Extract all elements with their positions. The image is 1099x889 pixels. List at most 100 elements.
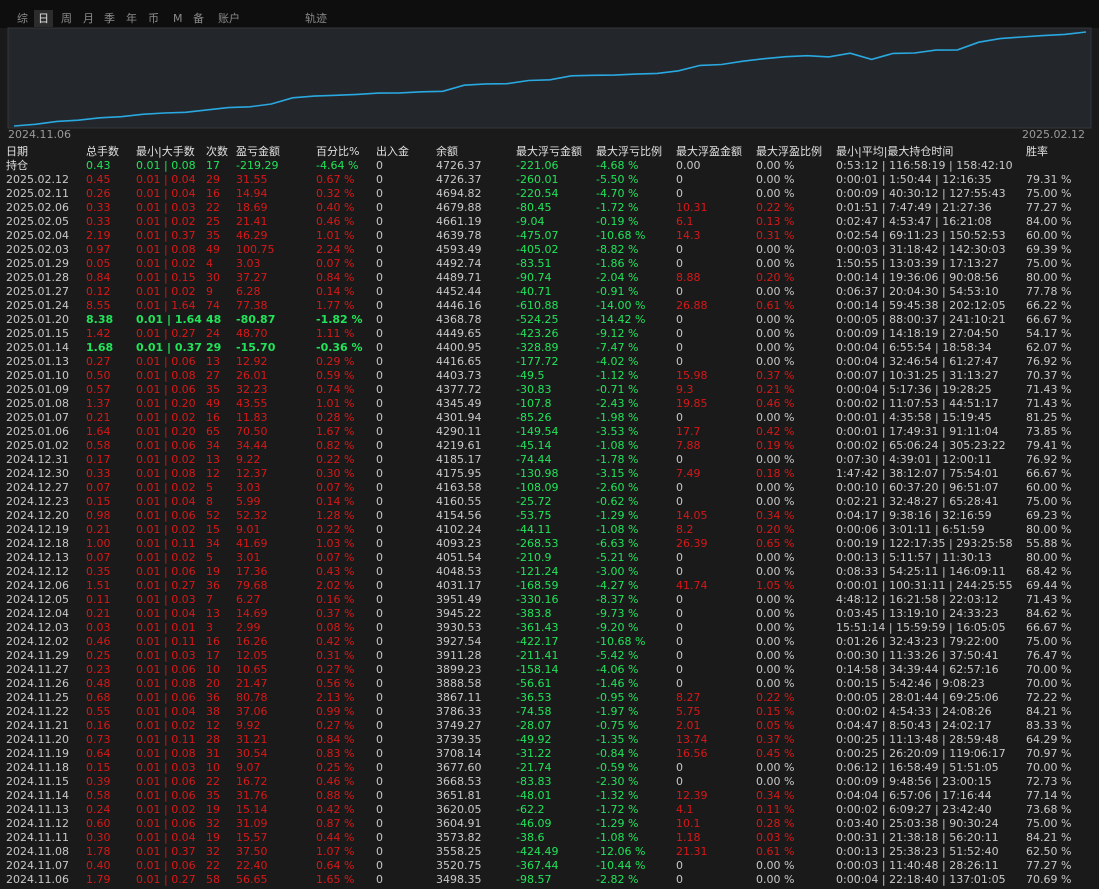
table-cell: 0 bbox=[376, 341, 383, 354]
table-cell: 56.65 bbox=[236, 873, 268, 886]
table-cell: 2025.01.09 bbox=[6, 383, 69, 396]
table-cell: 0.00 % bbox=[756, 495, 794, 508]
column-header: 最大浮亏金额 bbox=[516, 144, 582, 158]
table-cell: 75.00 % bbox=[1026, 257, 1071, 270]
table-cell: 3498.35 bbox=[436, 873, 482, 886]
table-cell: 9.3 bbox=[676, 383, 694, 396]
tab[interactable]: 年 bbox=[126, 11, 137, 25]
table-cell: -2.43 % bbox=[596, 397, 638, 410]
table-cell: -424.49 bbox=[516, 845, 558, 858]
table-cell: 0.01 | 0.06 bbox=[136, 383, 196, 396]
table-cell: -12.06 % bbox=[596, 845, 645, 858]
table-cell: 0.00 % bbox=[756, 551, 794, 564]
table-cell: 0 bbox=[676, 355, 683, 368]
tab[interactable]: 综 bbox=[17, 11, 28, 25]
table-cell: 0:00:01 | 100:31:11 | 244:25:55 bbox=[836, 579, 1013, 592]
table-cell: 0 bbox=[376, 761, 383, 774]
tab[interactable]: 币 bbox=[148, 12, 159, 25]
table-cell: 0 bbox=[376, 705, 383, 718]
column-header: 最小|大手数 bbox=[136, 144, 195, 158]
table-cell: 0.99 % bbox=[316, 705, 354, 718]
table-cell: 3749.27 bbox=[436, 719, 482, 732]
table-cell: 0.33 bbox=[86, 467, 111, 480]
table-cell: 70.69 % bbox=[1026, 873, 1071, 886]
table-cell: 0.64 bbox=[86, 747, 111, 760]
table-cell: 0 bbox=[676, 313, 683, 326]
table-cell: 0.42 % bbox=[756, 425, 794, 438]
table-cell: 0.67 % bbox=[316, 173, 354, 186]
table-cell: -46.09 bbox=[516, 817, 551, 830]
table-cell: 4 bbox=[206, 257, 213, 270]
toolbar bbox=[0, 0, 1099, 28]
table-cell: 0 bbox=[376, 257, 383, 270]
table-cell: 10.31 bbox=[676, 201, 708, 214]
table-cell: 0 bbox=[376, 397, 383, 410]
table-cell: 0.01 | 0.11 bbox=[136, 537, 196, 550]
table-cell: 0.01 | 0.04 bbox=[136, 831, 196, 844]
table-cell: 0.21 bbox=[86, 411, 111, 424]
table-cell: 3573.82 bbox=[436, 831, 482, 844]
table-cell: 0.37 % bbox=[316, 607, 354, 620]
table-cell: 0.22 % bbox=[756, 691, 794, 704]
table-cell: -1.86 % bbox=[596, 257, 638, 270]
table-cell: 3668.53 bbox=[436, 775, 482, 788]
table-cell: -361.43 bbox=[516, 621, 558, 634]
tab[interactable]: 周 bbox=[61, 12, 72, 25]
tab[interactable]: 日 bbox=[38, 12, 49, 25]
table-cell: 0.15 bbox=[86, 495, 111, 508]
table-cell: 0.29 % bbox=[316, 355, 354, 368]
table-cell: 16.56 bbox=[676, 747, 708, 760]
table-cell: -0.84 % bbox=[596, 747, 638, 760]
table-cell: 22 bbox=[206, 775, 220, 788]
table-cell: 2.19 bbox=[86, 229, 111, 242]
table-cell: -4.27 % bbox=[596, 579, 638, 592]
table-cell: 38 bbox=[206, 705, 220, 718]
table-cell: 77.38 bbox=[236, 299, 268, 312]
table-cell: 19.85 bbox=[676, 397, 708, 410]
table-cell: 2024.11.06 bbox=[6, 873, 69, 886]
table-cell: 4694.82 bbox=[436, 187, 482, 200]
table-cell: 0.00 % bbox=[756, 761, 794, 774]
table-cell: 46.29 bbox=[236, 229, 268, 242]
table-cell: 18.69 bbox=[236, 201, 268, 214]
table-cell: 0.01 | 0.06 bbox=[136, 509, 196, 522]
table-cell: 0.01 | 0.02 bbox=[136, 285, 196, 298]
table-cell: 0.14 % bbox=[316, 495, 354, 508]
table-cell: 0.50 bbox=[86, 369, 111, 382]
table-cell: 0 bbox=[676, 327, 683, 340]
table-cell: 2025.02.03 bbox=[6, 243, 69, 256]
table-cell: 0.21 bbox=[86, 523, 111, 536]
table-cell: 0:00:13 | 5:11:57 | 11:30:13 bbox=[836, 551, 992, 564]
table-cell: 0 bbox=[376, 439, 383, 452]
table-cell: 6.28 bbox=[236, 285, 261, 298]
table-cell: 26.01 bbox=[236, 369, 268, 382]
table-cell: 0:00:31 | 21:38:18 | 56:20:11 bbox=[836, 831, 999, 844]
column-header: 总手数 bbox=[86, 144, 119, 158]
holding-cell: 0 bbox=[376, 159, 383, 172]
table-cell: 0.01 | 0.06 bbox=[136, 439, 196, 452]
column-header: 最大浮盈比例 bbox=[756, 144, 822, 158]
tab[interactable]: 季 bbox=[104, 12, 115, 25]
table-cell: 3899.23 bbox=[436, 663, 482, 676]
table-cell: 2024.11.14 bbox=[6, 789, 69, 802]
table-cell: 2024.11.15 bbox=[6, 775, 69, 788]
table-cell: 0:00:09 | 14:18:19 | 27:04:50 bbox=[836, 327, 999, 340]
table-cell: 0.07 % bbox=[316, 481, 354, 494]
table-cell: -7.47 % bbox=[596, 341, 638, 354]
tab[interactable]: 账户 bbox=[218, 11, 240, 25]
table-cell: 29 bbox=[206, 341, 221, 354]
holding-cell: 0.43 bbox=[86, 159, 111, 172]
tab[interactable]: 备 bbox=[193, 11, 204, 25]
table-cell: -49.92 bbox=[516, 733, 551, 746]
table-cell: 0.88 % bbox=[316, 789, 354, 802]
table-cell: 3520.75 bbox=[436, 859, 482, 872]
table-cell: -5.21 % bbox=[596, 551, 638, 564]
tab[interactable]: M bbox=[173, 12, 183, 25]
tab[interactable]: 月 bbox=[83, 12, 94, 25]
tab[interactable]: 轨迹 bbox=[305, 11, 327, 25]
table-cell: -62.2 bbox=[516, 803, 544, 816]
column-header: 盈亏金额 bbox=[236, 144, 280, 158]
table-cell: 0.01 | 0.02 bbox=[136, 215, 196, 228]
table-cell: 0.01 | 0.37 bbox=[136, 229, 196, 242]
